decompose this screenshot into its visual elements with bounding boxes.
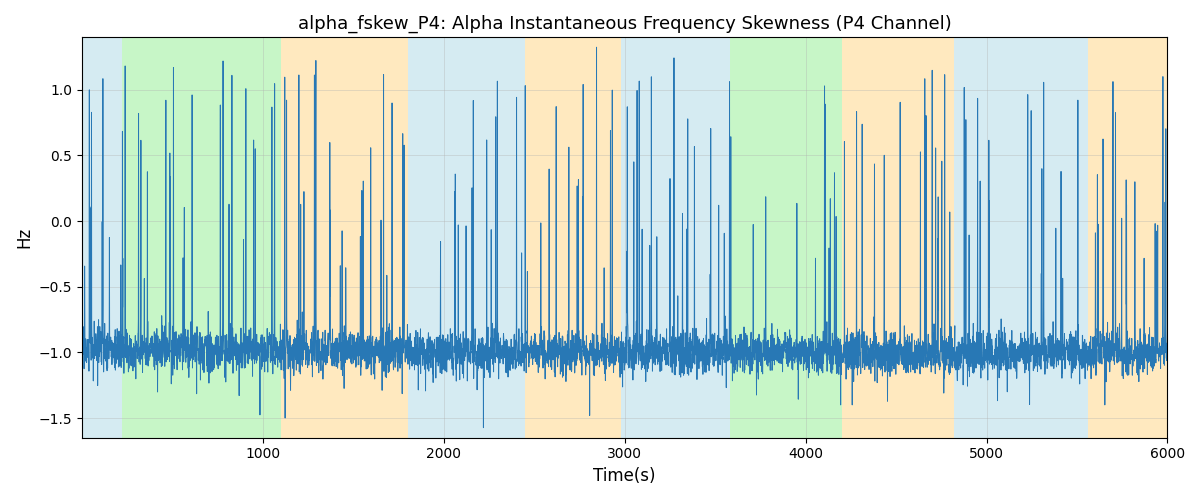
Title: alpha_fskew_P4: Alpha Instantaneous Frequency Skewness (P4 Channel): alpha_fskew_P4: Alpha Instantaneous Freq… (298, 15, 952, 34)
Bar (121, 38, 281, 438)
Bar (702, 38, 730, 438)
Bar (730, 38, 841, 438)
Bar (408, 38, 526, 438)
Bar (841, 38, 954, 438)
Bar (82, 38, 121, 438)
Bar (622, 38, 702, 438)
Bar (1088, 38, 1168, 438)
Bar (526, 38, 622, 438)
Bar (954, 38, 1088, 438)
Bar (281, 38, 408, 438)
Y-axis label: Hz: Hz (14, 227, 32, 248)
X-axis label: Time(s): Time(s) (594, 467, 656, 485)
